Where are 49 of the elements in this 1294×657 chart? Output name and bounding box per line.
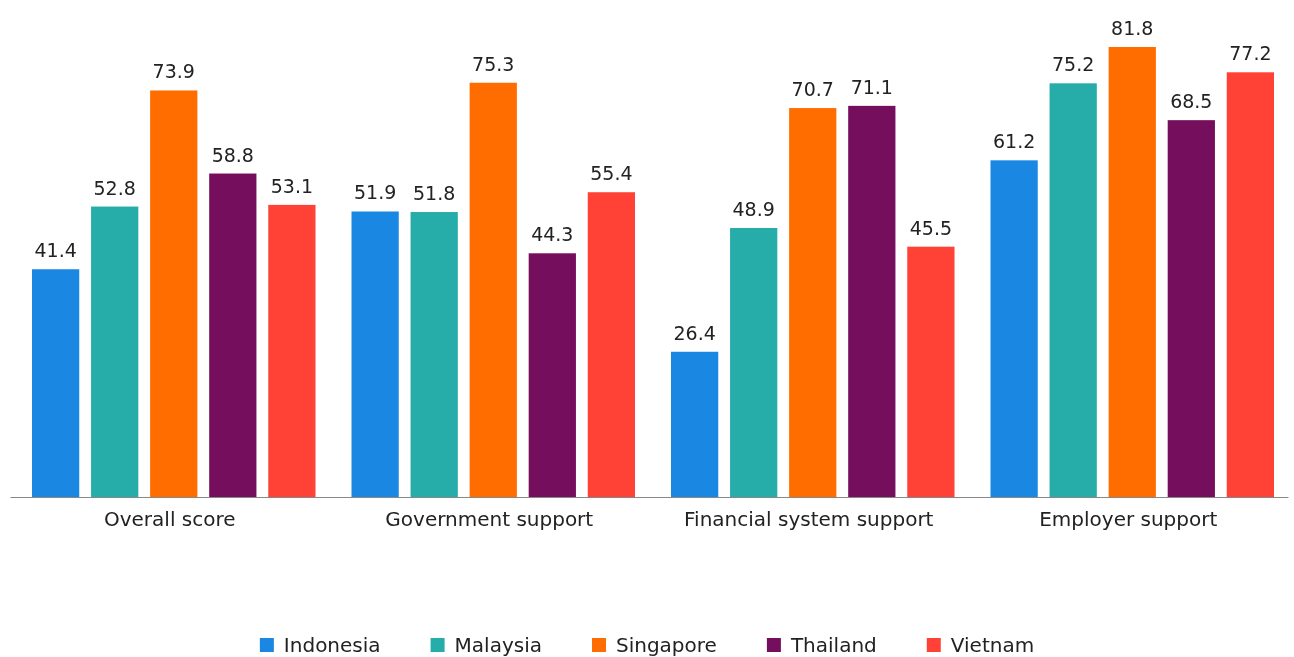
x-tick-label: Overall score xyxy=(103,507,236,531)
data-label: 48.9 xyxy=(732,197,775,220)
bar xyxy=(671,351,719,497)
bar xyxy=(907,246,955,497)
data-label: 55.4 xyxy=(590,162,633,185)
data-label: 26.4 xyxy=(673,321,716,344)
bar xyxy=(1167,120,1215,497)
data-label: 71.1 xyxy=(850,75,893,98)
data-label: 70.7 xyxy=(791,78,834,101)
x-tick-label: Government support xyxy=(385,507,594,531)
data-label: 75.2 xyxy=(1052,53,1095,76)
bar xyxy=(1108,47,1156,497)
bar xyxy=(32,269,80,497)
bar xyxy=(268,204,316,497)
data-label: 44.3 xyxy=(531,223,574,246)
bar xyxy=(209,173,257,497)
data-label: 41.4 xyxy=(34,239,77,262)
x-tick-label: Financial system support xyxy=(684,507,934,531)
data-label: 77.2 xyxy=(1229,42,1272,65)
bar xyxy=(91,206,139,497)
bar xyxy=(150,90,198,497)
bar xyxy=(990,160,1038,497)
x-tick-label: Employer support xyxy=(1039,507,1218,531)
bar xyxy=(789,108,837,497)
bar xyxy=(848,105,896,497)
data-label: 81.8 xyxy=(1111,17,1154,39)
data-label: 51.9 xyxy=(353,181,397,204)
bar xyxy=(730,227,778,497)
data-label: 45.5 xyxy=(909,216,953,239)
legend-label: Malaysia xyxy=(454,633,542,657)
data-label: 58.8 xyxy=(211,143,254,166)
legend-label: Thailand xyxy=(789,633,877,657)
bar xyxy=(587,192,635,497)
bar xyxy=(528,253,576,497)
data-label: 61.2 xyxy=(992,130,1036,153)
data-label: 53.1 xyxy=(270,174,314,197)
data-label: 73.9 xyxy=(152,60,195,83)
data-label: 68.5 xyxy=(1170,90,1213,113)
legend-label: Vietnam xyxy=(950,633,1035,657)
data-label: 52.8 xyxy=(93,176,136,199)
data-label: 51.8 xyxy=(413,182,456,205)
bar xyxy=(410,212,458,497)
legend-label: Singapore xyxy=(615,633,717,657)
data-label: 75.3 xyxy=(472,52,515,75)
bar xyxy=(469,82,517,497)
bar xyxy=(1226,72,1274,497)
legend-label: Indonesia xyxy=(283,633,381,657)
bar xyxy=(1049,83,1097,497)
bar xyxy=(351,211,399,497)
